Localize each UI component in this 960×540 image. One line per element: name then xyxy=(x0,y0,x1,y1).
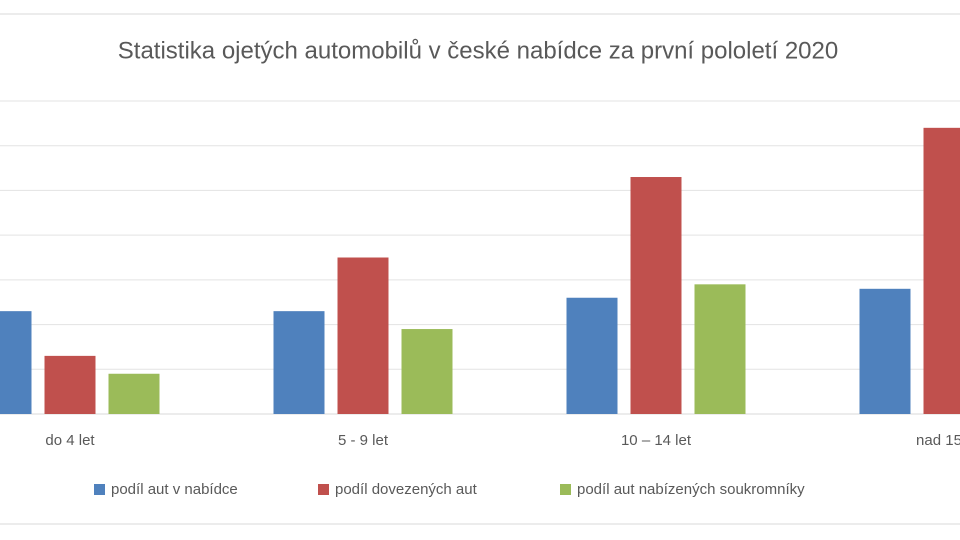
legend-swatch xyxy=(318,484,329,495)
bar xyxy=(859,288,911,414)
bar xyxy=(630,177,682,414)
bar xyxy=(108,373,160,414)
x-tick-label: 10 – 14 let xyxy=(621,432,692,449)
bar xyxy=(273,311,325,414)
bar xyxy=(694,284,746,414)
x-tick-label: do 4 let xyxy=(45,432,95,449)
bar xyxy=(923,127,960,414)
legend-swatch xyxy=(94,484,105,495)
legend-swatch xyxy=(560,484,571,495)
x-tick-label: nad 15 let xyxy=(916,432,960,449)
bar xyxy=(337,257,389,414)
bar xyxy=(401,329,453,414)
legend-label: podíl aut v nabídce xyxy=(111,481,238,498)
bar xyxy=(0,311,32,414)
bar xyxy=(44,355,96,414)
legend-label: podíl dovezených aut xyxy=(335,481,478,498)
chart-title: Statistika ojetých automobilů v české na… xyxy=(118,37,838,64)
legend-label: podíl aut nabízených soukromníky xyxy=(577,481,805,498)
x-tick-label: 5 - 9 let xyxy=(338,432,389,449)
bar xyxy=(566,297,618,414)
